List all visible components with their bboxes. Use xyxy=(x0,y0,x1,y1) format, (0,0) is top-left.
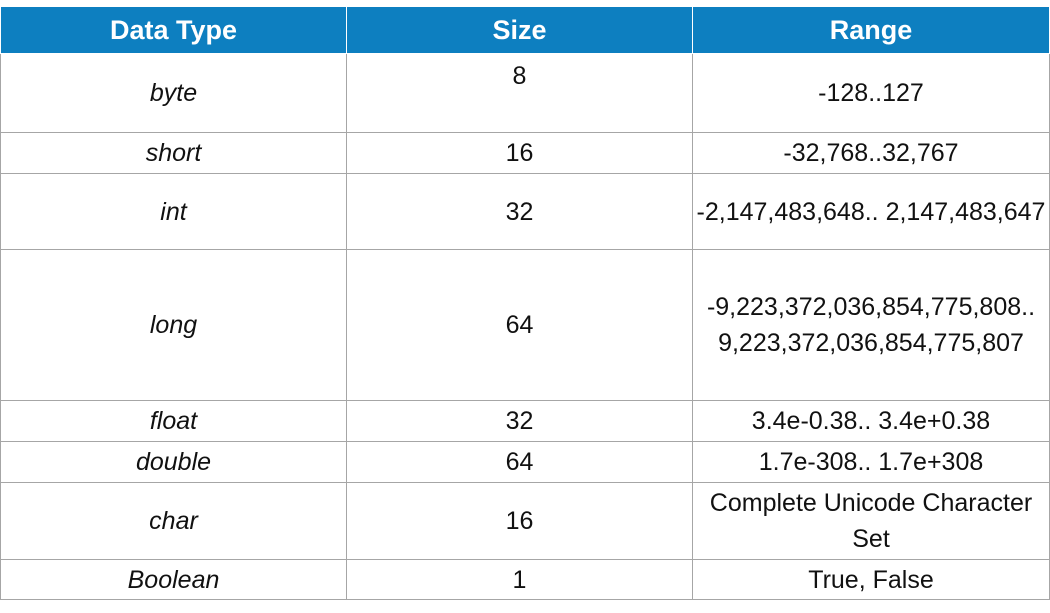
header-data-type: Data Type xyxy=(0,6,347,54)
cell-type: char xyxy=(0,482,347,560)
cell-type: int xyxy=(0,173,347,250)
cell-size: 32 xyxy=(346,400,693,442)
cell-range: 1.7e-308.. 1.7e+308 xyxy=(692,441,1050,483)
table-row: float 32 3.4e-0.38.. 3.4e+0.38 xyxy=(0,400,1050,442)
table-row: int 32 -2,147,483,648.. 2,147,483,647 xyxy=(0,173,1050,250)
cell-type: Boolean xyxy=(0,559,347,600)
cell-size: 1 xyxy=(346,559,693,600)
table-row: short 16 -32,768..32,767 xyxy=(0,132,1050,174)
cell-type: short xyxy=(0,132,347,174)
cell-size: 16 xyxy=(346,482,693,560)
cell-size: 16 xyxy=(346,132,693,174)
cell-size: 64 xyxy=(346,249,693,401)
table-row: Boolean 1 True, False xyxy=(0,559,1050,600)
cell-type: long xyxy=(0,249,347,401)
cell-size: 64 xyxy=(346,441,693,483)
table-row: long 64 -9,223,372,036,854,775,808.. 9,2… xyxy=(0,249,1050,401)
table-row: double 64 1.7e-308.. 1.7e+308 xyxy=(0,441,1050,483)
cell-range: Complete Unicode Character Set xyxy=(692,482,1050,560)
table-row: char 16 Complete Unicode Character Set xyxy=(0,482,1050,560)
cell-range: -2,147,483,648.. 2,147,483,647 xyxy=(692,173,1050,250)
cell-range: -128..127 xyxy=(692,53,1050,133)
cell-type: float xyxy=(0,400,347,442)
header-range: Range xyxy=(692,6,1050,54)
cell-type: double xyxy=(0,441,347,483)
data-types-table: Data Type Size Range byte 8 -128..127 sh… xyxy=(0,6,1050,600)
cell-size: 32 xyxy=(346,173,693,250)
header-size: Size xyxy=(346,6,693,54)
cell-range: -9,223,372,036,854,775,808.. 9,223,372,0… xyxy=(692,249,1050,401)
cell-range: -32,768..32,767 xyxy=(692,132,1050,174)
cell-type: byte xyxy=(0,53,347,133)
header-row: Data Type Size Range xyxy=(0,6,1050,54)
table-row: byte 8 -128..127 xyxy=(0,53,1050,133)
cell-range: True, False xyxy=(692,559,1050,600)
cell-range: 3.4e-0.38.. 3.4e+0.38 xyxy=(692,400,1050,442)
cell-size: 8 xyxy=(346,53,693,133)
